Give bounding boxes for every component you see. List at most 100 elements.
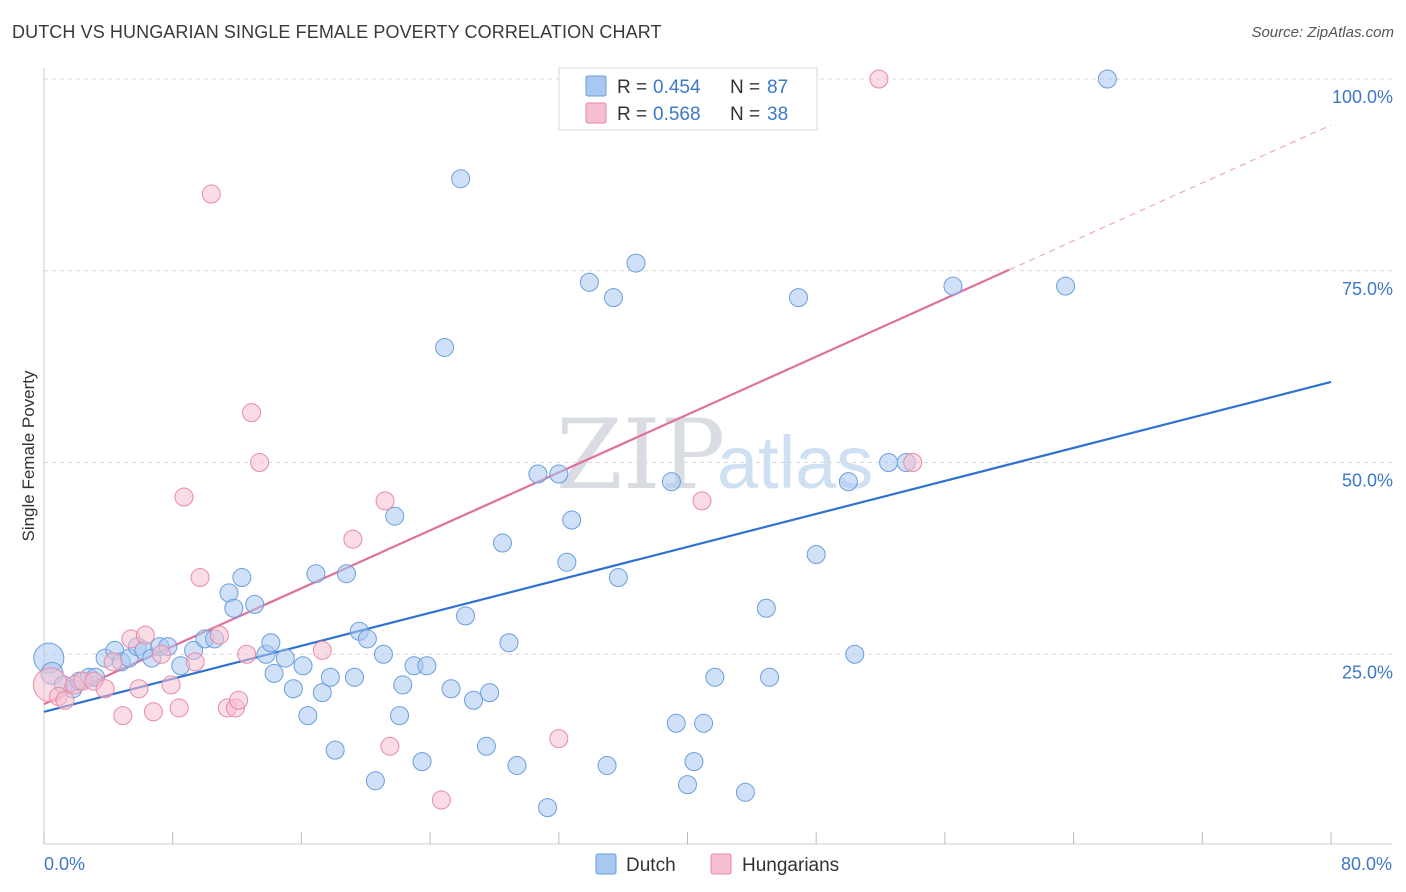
dutch-point (264, 663, 284, 683)
hungarians-point (312, 640, 332, 660)
y-axis-title: Single Female Poverty (19, 370, 38, 542)
y-tick-label: 75.0% (1342, 279, 1393, 299)
hungarians-point (143, 702, 163, 722)
hungarians-point (250, 453, 270, 472)
dutch-point (306, 564, 326, 584)
dutch-point (464, 690, 484, 710)
dutch-point (480, 683, 500, 703)
hungarians-point (135, 625, 155, 645)
dutch-point (275, 648, 295, 668)
legend-dutch-n-label: N = (730, 77, 760, 98)
legend-dutch-r-label: R = (617, 77, 647, 98)
dutch-point (245, 594, 265, 614)
dutch-point (365, 771, 385, 791)
dutch-point (298, 706, 318, 726)
hungarians-point (95, 679, 115, 699)
dutch-point (845, 644, 865, 664)
dutch-point (1056, 276, 1076, 296)
dutch-point (597, 755, 617, 775)
hungarians-point (237, 644, 257, 664)
legend-dutch-r-value: 0.454 (653, 77, 701, 98)
dutch-point (507, 755, 527, 775)
dutch-point (499, 633, 519, 653)
dutch-point (562, 510, 582, 530)
legend-hungarians-n-value: 38 (767, 104, 788, 125)
y-tick-label: 100.0% (1332, 87, 1393, 107)
hungarians-point (431, 790, 451, 810)
dutch-point (666, 713, 686, 733)
dutch-point (579, 272, 599, 292)
bottom-legend-hungarians-label: Hungarians (742, 855, 839, 876)
legend-dutch-swatch (585, 75, 607, 97)
hungarians-trend-extension (1009, 124, 1332, 271)
dutch-point (1097, 69, 1117, 89)
hungarians-point (113, 706, 133, 726)
legend-hungarians-n-label: N = (730, 104, 760, 125)
dutch-point (661, 472, 681, 492)
dutch-point (549, 464, 569, 484)
hungarians-point (129, 679, 149, 699)
dutch-point (528, 464, 548, 484)
legend-hungarians-r-label: R = (617, 104, 647, 125)
dutch-point (705, 667, 725, 687)
dutch-point (417, 656, 437, 676)
y-tick-labels: 25.0% 50.0% 75.0% 100.0% (1332, 87, 1393, 682)
y-tick-label: 50.0% (1342, 471, 1393, 491)
hungarians-point (161, 675, 181, 695)
hungarians-point (229, 690, 249, 710)
legend-hungarians-swatch (585, 102, 607, 124)
dutch-point (390, 706, 410, 726)
dutch-point (789, 288, 809, 308)
hungarians-point (190, 568, 210, 588)
dutch-point (626, 253, 646, 273)
bottom-legend-hungarians-swatch (710, 853, 732, 875)
x-tick-label-max: 80.0% (1341, 854, 1392, 874)
dutch-point (293, 656, 313, 676)
x-tick-label-min: 0.0% (44, 854, 85, 874)
dutch-point (441, 679, 461, 699)
data-points (32, 69, 1117, 818)
hungarians-point (692, 491, 712, 511)
y-tick-label: 25.0% (1342, 662, 1393, 682)
hungarians-point (209, 625, 229, 645)
hungarians-point (201, 184, 221, 204)
dutch-point (678, 775, 697, 795)
dutch-point (735, 782, 755, 802)
hungarians-point (903, 453, 923, 472)
legend-dutch-n-value: 87 (767, 77, 788, 98)
dutch-point (538, 798, 558, 818)
dutch-point (393, 675, 413, 695)
legend-hungarians-r-value: 0.568 (653, 104, 701, 125)
dutch-point (344, 667, 364, 687)
dutch-point (603, 288, 623, 308)
dutch-point (224, 598, 244, 618)
source-label: Source: ZipAtlas.com (1251, 24, 1394, 41)
dutch-point (312, 683, 332, 703)
hungarians-point (55, 690, 75, 710)
dutch-point (943, 276, 963, 296)
hungarians-point (375, 491, 395, 511)
dutch-point (838, 472, 858, 492)
dutch-point (325, 740, 345, 760)
dutch-point (336, 564, 356, 584)
dutch-point (232, 568, 252, 588)
dutch-point (357, 629, 377, 649)
dutch-point (373, 644, 393, 664)
dutch-point (435, 337, 455, 357)
dutch-point (412, 752, 432, 772)
dutch-point (557, 552, 577, 572)
dutch-point (694, 713, 714, 733)
dutch-point (492, 533, 512, 553)
x-axis-ticks (43, 832, 1332, 844)
hungarians-point (169, 698, 189, 718)
dutch-point (879, 453, 899, 472)
dutch-point (451, 169, 471, 189)
hungarians-point (343, 529, 363, 549)
dutch-point (608, 568, 628, 588)
dutch-point (385, 506, 405, 526)
dutch-point (455, 606, 475, 626)
dutch-point (261, 633, 281, 653)
dutch-point (806, 545, 826, 565)
watermark-zip: ZIP (556, 399, 725, 511)
